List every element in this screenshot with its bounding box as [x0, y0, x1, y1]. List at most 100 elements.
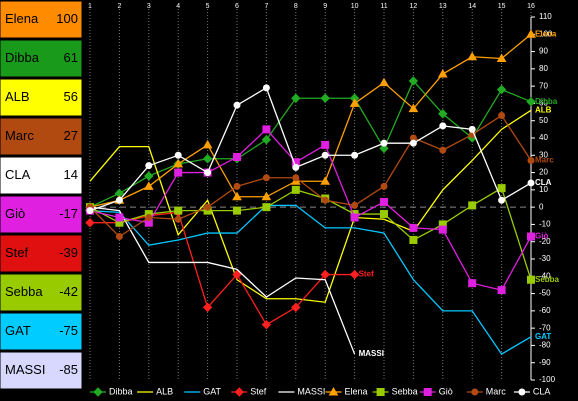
legend-label: Giò [439, 386, 453, 396]
legend-label: Sebba [392, 386, 418, 396]
series-line [89, 187, 532, 280]
marker [233, 101, 241, 109]
legend-marker [423, 388, 432, 396]
score-name: ALB [5, 89, 30, 104]
marker [202, 302, 213, 313]
marker [409, 223, 418, 232]
y-tick-label: 50 [539, 116, 548, 125]
marker [173, 158, 184, 168]
marker [496, 53, 507, 62]
marker [320, 269, 330, 280]
marker [292, 174, 300, 182]
marker [262, 203, 271, 212]
marker [526, 29, 536, 38]
score-value: -17 [59, 206, 78, 221]
marker [145, 214, 153, 222]
marker [526, 96, 536, 107]
marker [408, 76, 419, 86]
x-tick-label: 10 [351, 3, 359, 10]
y-tick-label: -10 [539, 220, 551, 229]
marker [262, 84, 270, 92]
y-tick-label: -90 [539, 358, 551, 367]
x-tick-label: 13 [439, 3, 447, 10]
marker [498, 112, 506, 120]
x-tick-label: 3 [147, 3, 151, 10]
marker [527, 232, 535, 241]
x-tick-label: 14 [468, 3, 476, 10]
y-tick-label: -20 [539, 237, 551, 246]
marker [349, 269, 360, 280]
score-name: MASSI [5, 362, 45, 377]
legend-label: Elena [345, 386, 368, 396]
score-box [0, 273, 83, 312]
score-name: Elena [5, 11, 39, 26]
marker [291, 185, 300, 194]
marker [261, 135, 272, 145]
marker [380, 210, 388, 219]
marker [527, 179, 535, 187]
marker [145, 162, 153, 170]
x-tick-label: 16 [527, 3, 535, 10]
marker [438, 225, 447, 234]
series-end-label: Stef [359, 270, 374, 279]
score-box [0, 78, 83, 117]
legend-label: Stef [250, 386, 267, 396]
score-value: 100 [56, 11, 78, 26]
legend-marker [93, 387, 103, 397]
marker [262, 125, 271, 134]
marker [232, 191, 242, 201]
legend-label: GAT [203, 386, 221, 396]
marker [85, 217, 95, 228]
series-end-label: ALB [535, 105, 552, 114]
y-tick-label: -70 [539, 323, 551, 332]
marker [321, 140, 330, 149]
legend-marker [234, 387, 245, 397]
marker [379, 143, 389, 154]
x-tick-label: 1 [88, 3, 92, 10]
x-tick-label: 4 [176, 3, 180, 10]
score-name: Stef [5, 245, 29, 260]
score-value: 56 [64, 89, 78, 104]
series-end-label: Marc [535, 156, 554, 165]
legend-label: CLA [533, 386, 551, 396]
marker [468, 279, 477, 288]
score-value: -42 [59, 284, 78, 299]
marker [291, 302, 301, 313]
marker [261, 319, 272, 330]
marker [233, 206, 241, 215]
y-tick-label: 20 [539, 168, 548, 177]
score-box [0, 39, 83, 78]
legend-marker [376, 388, 385, 396]
series-line [89, 86, 532, 212]
marker [409, 235, 418, 244]
y-tick-label: -30 [539, 254, 551, 263]
marker [320, 93, 330, 103]
y-tick-label: 0 [539, 202, 544, 211]
marker [527, 275, 535, 284]
marker [204, 169, 212, 177]
series-line [89, 109, 532, 303]
x-tick-label: 7 [264, 3, 268, 10]
score-value: 61 [64, 50, 78, 65]
x-tick-label: 15 [498, 3, 506, 10]
x-tick-label: 8 [294, 3, 298, 10]
marker [174, 215, 182, 223]
marker [527, 156, 535, 164]
series-end-label: Dibba [535, 97, 558, 106]
y-tick-label: 90 [539, 47, 548, 56]
series-end-label: MASSI [359, 349, 384, 358]
x-tick-label: 12 [410, 3, 418, 10]
score-value: -85 [59, 362, 78, 377]
marker [261, 191, 272, 201]
series-line [90, 211, 355, 326]
marker [321, 151, 329, 159]
x-tick-label: 5 [206, 3, 210, 10]
marker [232, 269, 242, 280]
marker [144, 171, 154, 181]
score-box [0, 117, 83, 156]
legend-marker [328, 386, 339, 396]
marker [380, 182, 388, 190]
marker [291, 93, 301, 103]
marker [174, 151, 182, 159]
